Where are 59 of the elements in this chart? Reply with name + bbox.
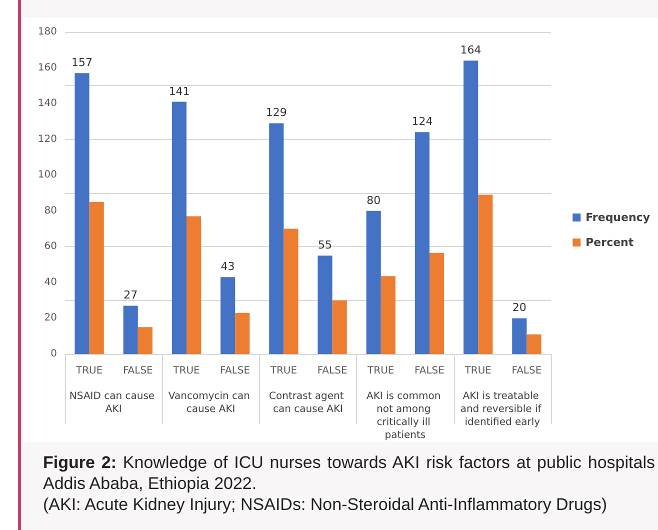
y-tick-label: 40 (44, 276, 57, 288)
data-label: 124 (412, 115, 433, 128)
text: NSAID can cause AKI (69, 391, 158, 415)
bar (74, 73, 90, 354)
data-label: 164 (460, 44, 482, 57)
y-tick-label: 20 (44, 312, 57, 324)
x-tick-label: FALSE (317, 366, 348, 376)
x-tick-label: TRUE (269, 366, 298, 376)
bar (478, 194, 493, 354)
y-tick-label: 120 (38, 134, 57, 145)
text: Contrast agent can cause AKI (269, 391, 347, 415)
legend-label: Percent (586, 236, 634, 249)
bar (235, 312, 250, 354)
data-label: 20 (512, 301, 526, 314)
bar (380, 276, 396, 354)
bar (89, 202, 104, 354)
x-tick-label: TRUE (172, 366, 200, 376)
bar (284, 228, 298, 354)
text: AKI is treatable and reversible if identified early (460, 391, 544, 428)
data-label: 55 (318, 238, 332, 252)
y-tick-label: 60 (44, 241, 57, 252)
bar (138, 327, 152, 354)
bar (464, 60, 478, 354)
y-tick-label: 180 (38, 26, 57, 38)
bar (123, 306, 138, 354)
x-tick-label: FALSE (512, 366, 542, 376)
bar (414, 132, 430, 354)
text: AKI is common not among critically ill patients (366, 391, 444, 441)
data-label: 141 (168, 84, 190, 98)
bar (526, 334, 542, 354)
x-tick-label: TRUE (464, 366, 492, 376)
x-tick-label: TRUE (366, 366, 394, 376)
text: Figure 2: Knowledge of ICU nurses towards AKI risk factors at public hospitals Addis Ababa, Ethiopia 2022. (43, 452, 655, 494)
bar (269, 123, 284, 354)
data-label: 43 (220, 260, 235, 274)
y-tick-label: 80 (44, 205, 57, 216)
x-tick-label: FALSE (414, 366, 444, 376)
bar (366, 210, 381, 354)
data-label: 129 (266, 106, 287, 120)
y-tick-label: 100 (38, 170, 57, 181)
bar (186, 216, 202, 354)
text: Vancomycin can cause AKI (168, 391, 254, 415)
text: (AKI: Acute Kidney Injury; NSAIDs: Non-Steroidal Anti-Inflammatory Drugs) (43, 494, 608, 515)
bar (318, 256, 332, 354)
data-label: 80 (366, 194, 381, 207)
y-tick-label: 0 (50, 348, 57, 360)
data-label: 27 (124, 288, 138, 302)
bar (332, 300, 347, 354)
bar (220, 277, 236, 354)
x-tick-label: TRUE (74, 366, 103, 376)
y-tick-label: 160 (38, 62, 57, 74)
x-tick-label: FALSE (122, 366, 153, 376)
y-tick-label: 140 (38, 98, 57, 110)
bar (430, 252, 444, 354)
bar (172, 102, 186, 354)
x-tick-label: FALSE (220, 366, 250, 376)
legend-label: Frequency (586, 211, 650, 224)
data-label: 157 (72, 56, 93, 70)
bar (512, 318, 527, 354)
